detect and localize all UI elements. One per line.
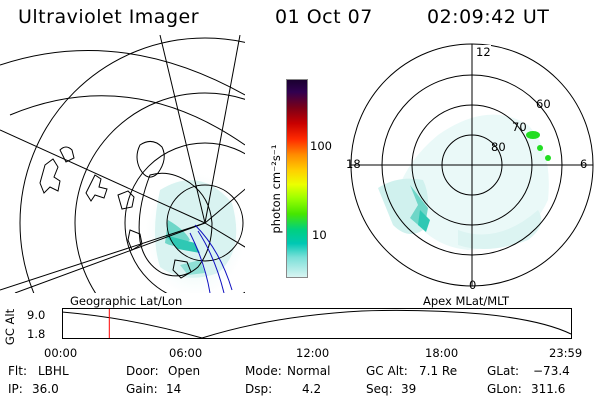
altitude-plot <box>62 308 572 339</box>
alt-tick-low: 1.8 <box>27 327 46 341</box>
seq-value: 39 <box>401 382 417 396</box>
colorbar <box>286 79 308 278</box>
door-value: Open <box>168 364 201 378</box>
image-time: 02:09:42 UT <box>427 6 550 28</box>
seq-label: Seq: <box>366 382 393 396</box>
mlat-label-70: 70 <box>512 120 527 134</box>
aurora-emission-polar <box>378 114 551 250</box>
satellite-track <box>189 224 233 293</box>
glon-label: GLon: <box>487 382 522 396</box>
colorbar-tick-100: 100 <box>310 139 332 153</box>
gcalt-label: GC Alt: <box>366 364 408 378</box>
door-label: Door: <box>126 364 159 378</box>
instrument-title: Ultraviolet Imager <box>18 6 200 28</box>
apex-label: Apex MLat/MLT <box>423 294 510 308</box>
gc-alt-axis-label: GC Alt <box>3 308 17 346</box>
time-tick-0600: 06:00 <box>169 346 203 360</box>
mode-label: Mode: <box>245 364 282 378</box>
alt-tick-high: 9.0 <box>27 308 46 322</box>
gain-value: 14 <box>166 382 182 396</box>
gain-label: Gain: <box>126 382 158 396</box>
geographic-label: Geographic Lat/Lon <box>70 294 183 308</box>
altitude-curve <box>62 309 572 339</box>
mode-value: Normal <box>287 364 331 378</box>
dsp-label: Dsp: <box>245 382 273 396</box>
geographic-map <box>0 35 245 293</box>
gcalt-value: 7.1 Re <box>419 364 458 378</box>
time-tick-1200: 12:00 <box>296 346 330 360</box>
time-tick-0000: 00:00 <box>44 346 78 360</box>
polar-plot <box>350 43 594 287</box>
mlt-label-0: 0 <box>469 278 477 292</box>
glat-value: −73.4 <box>533 364 570 378</box>
colorbar-label: photon cm⁻²s⁻¹ <box>269 144 283 234</box>
flt-value: LBHL <box>38 364 69 378</box>
aurora-emission-geographic <box>145 173 245 293</box>
ip-label: IP: <box>8 382 23 396</box>
continent-outline <box>39 158 61 194</box>
ip-value: 36.0 <box>32 382 59 396</box>
mlat-label-60: 60 <box>536 97 551 111</box>
time-tick-1800: 18:00 <box>425 346 459 360</box>
time-tick-2359: 23:59 <box>549 346 583 360</box>
glat-label: GLat: <box>487 364 520 378</box>
mlt-label-12: 12 <box>476 45 491 59</box>
altitude-plot-frame <box>62 308 572 339</box>
glon-value: 311.6 <box>531 382 566 396</box>
colorbar-tick-10: 10 <box>312 228 327 242</box>
flt-label: Flt: <box>8 364 27 378</box>
mlat-label-80: 80 <box>491 140 506 154</box>
image-date: 01 Oct 07 <box>275 6 373 28</box>
mlt-label-18: 18 <box>346 157 361 171</box>
mlt-label-6: 6 <box>580 157 588 171</box>
dsp-value: 4.2 <box>302 382 322 396</box>
